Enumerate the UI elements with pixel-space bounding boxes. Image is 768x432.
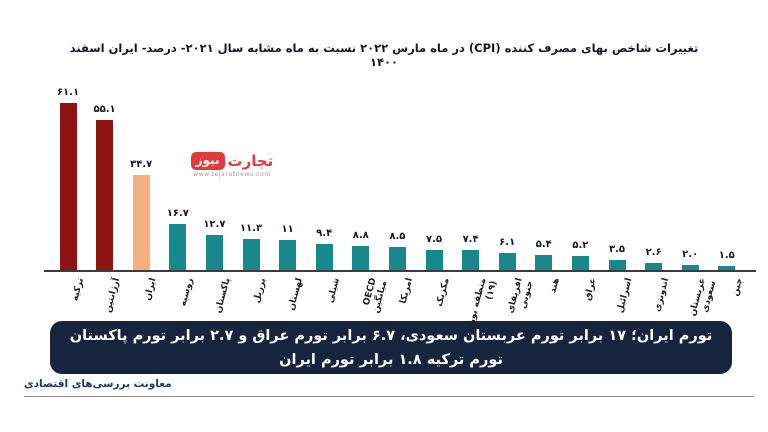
bar — [59, 103, 77, 270]
bar — [462, 249, 480, 270]
bar — [645, 262, 663, 270]
bar-category-label: امریکا — [398, 277, 416, 305]
bar-category-label: عراق — [582, 277, 599, 302]
bar-value-label: ۵.۴ — [535, 239, 552, 251]
bar-category-label: شیلی — [325, 277, 342, 305]
bar-category-label: ایران — [143, 277, 159, 302]
bar — [352, 245, 370, 270]
bar-category-label: اسرائیل — [615, 277, 635, 315]
bar-category-label: هند — [547, 277, 562, 295]
bar-category-label: روسیه — [178, 277, 196, 308]
bar — [169, 224, 187, 270]
bar-value-label: ۹.۴ — [316, 228, 333, 240]
bar — [315, 244, 333, 270]
bar-value-label: ۵.۲ — [572, 239, 589, 251]
bar — [718, 265, 736, 270]
banner-line-2: تورم ترکیه ۱.۸ برابر تورم ایران — [279, 351, 503, 368]
bar-category-label: ترکیه — [69, 277, 86, 303]
bar-value-label: ۱.۵ — [718, 249, 735, 261]
bar-value-label: ۷.۵ — [425, 233, 442, 245]
bar — [279, 239, 297, 270]
bar — [571, 255, 589, 270]
bar-category-label: اندونزی — [652, 277, 672, 313]
tejaratnews-watermark: تجارت نیوز www.tejaratnews.com — [188, 152, 276, 178]
bar-value-label: ۱۱.۳ — [239, 223, 263, 235]
bar-value-label: ۸.۵ — [389, 230, 406, 242]
chart-title: تغییرات شاخص بهای مصرف کننده (CPI) در ما… — [69, 41, 699, 69]
bar-category-label: لهستان — [286, 277, 306, 312]
bar — [205, 235, 223, 270]
bar-value-label: ۲.۰ — [682, 248, 699, 260]
bar-value-label: ۶۱.۱ — [56, 87, 80, 99]
bar-value-label: ۵۵.۱ — [93, 103, 116, 115]
bar-value-label: ۱۱ — [281, 223, 294, 235]
x-axis-line — [44, 270, 756, 272]
bar — [681, 264, 699, 270]
bar-value-label: ۳۴.۷ — [130, 159, 153, 171]
bar-value-label: ۶.۱ — [499, 237, 516, 249]
bar — [132, 175, 150, 270]
bar-value-label: ۷.۴ — [462, 233, 479, 245]
footer-divider — [24, 396, 754, 397]
bar — [498, 253, 516, 270]
bar-category-label: پاکستان — [213, 277, 233, 315]
bar-value-label: ۱۲.۷ — [203, 219, 226, 231]
bar-value-label: ۸.۸ — [352, 229, 369, 241]
tejaratnews-logo: تجارت نیوز — [188, 152, 276, 170]
bar — [608, 260, 626, 270]
source-department-label: معاونت بررسی‌های اقتصادی — [24, 378, 172, 390]
bar-category-label: برزیل — [252, 277, 269, 305]
bar-category-label: آرژانتین — [103, 277, 123, 314]
bar — [388, 246, 406, 270]
bar-category-label: افریقای جنوبی — [505, 277, 535, 315]
bar — [96, 119, 114, 270]
bar-category-label: چین — [730, 277, 745, 298]
logo-url: www.tejaratnews.com — [193, 171, 271, 178]
bar-value-label: ۱۶.۷ — [166, 208, 189, 220]
logo-word-news-badge: نیوز — [190, 152, 225, 170]
logo-word-tejarat: تجارت — [227, 152, 274, 170]
bar-category-label: مکزیک — [434, 277, 452, 308]
bar — [535, 255, 553, 270]
banner-line-1: تورم ایران؛ ۱۷ برابر تورم عربستان سعودی،… — [69, 327, 713, 344]
bar — [242, 239, 260, 270]
bar — [425, 249, 443, 270]
bar-category-label: عربستان سعودی — [688, 277, 718, 318]
headline-banner: تورم ایران؛ ۱۷ برابر تورم عربستان سعودی،… — [50, 321, 732, 374]
bar-category-label: OECD میانگین — [361, 277, 389, 315]
bar-value-label: ۲.۶ — [645, 246, 662, 258]
bar-value-label: ۳.۵ — [608, 244, 625, 256]
